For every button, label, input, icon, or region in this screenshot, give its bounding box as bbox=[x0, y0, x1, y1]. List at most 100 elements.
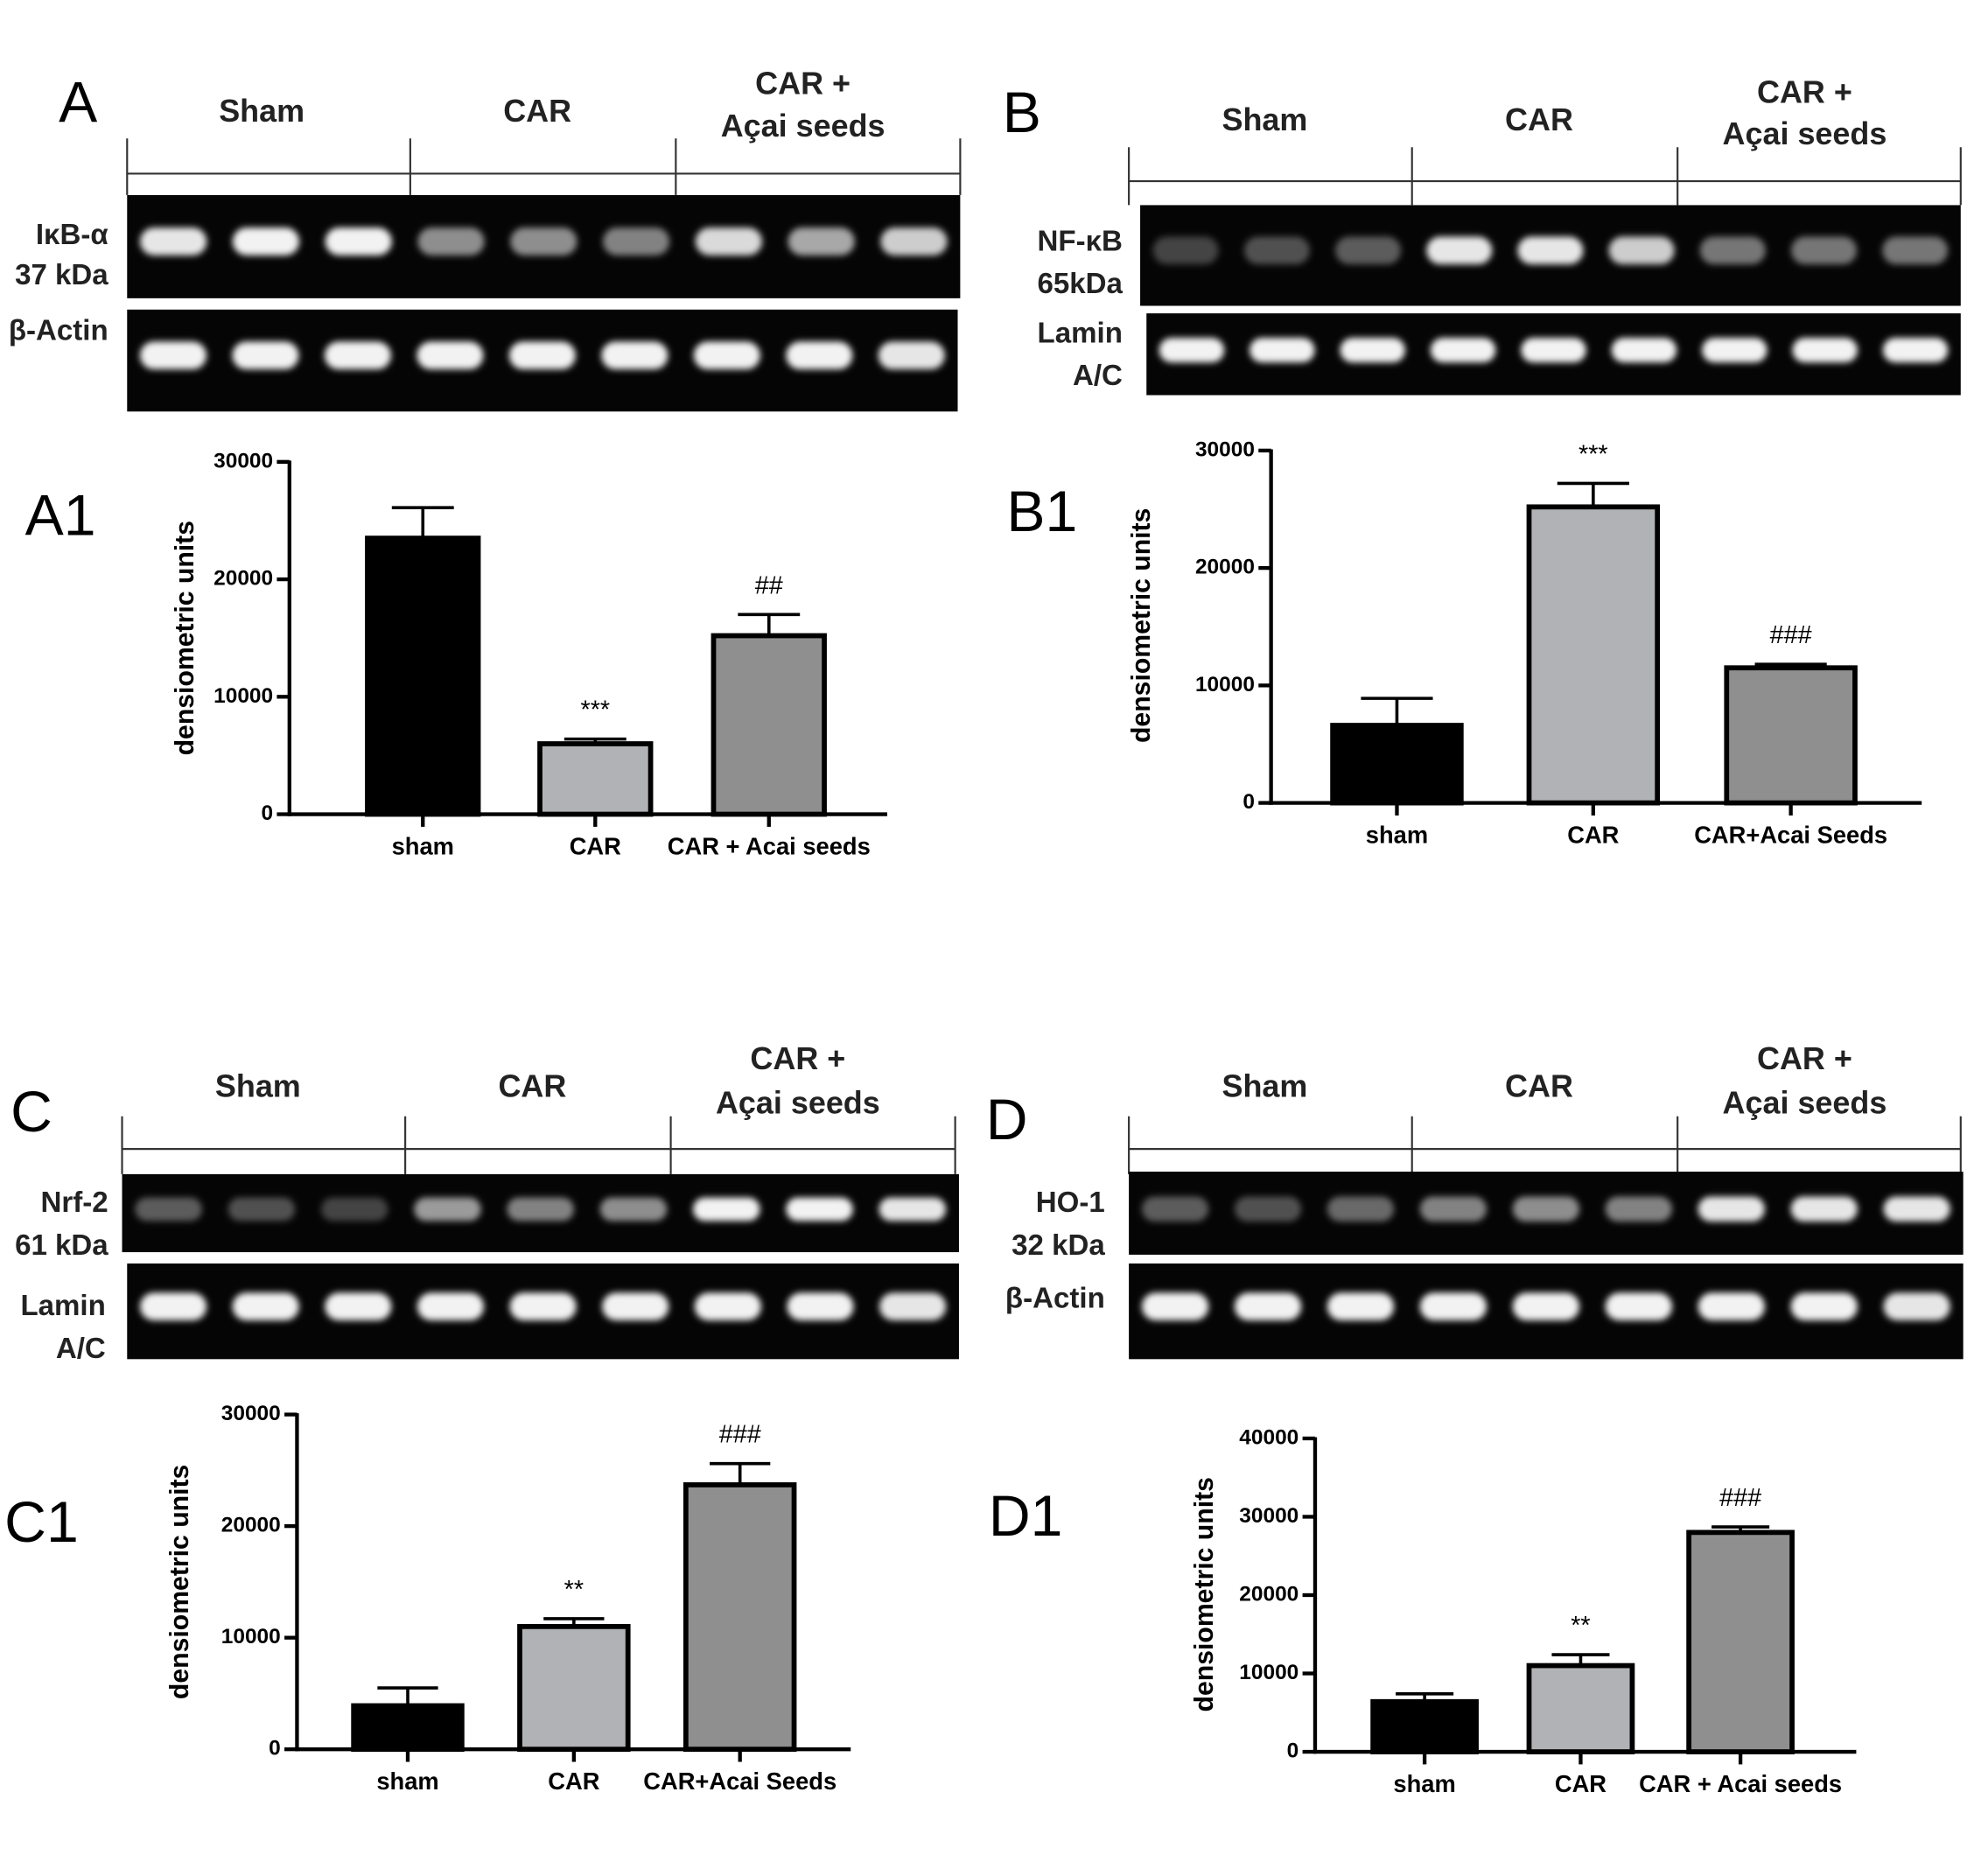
x-tick-label: CAR bbox=[570, 833, 621, 860]
band bbox=[786, 1197, 853, 1222]
band bbox=[693, 1197, 760, 1222]
band bbox=[1882, 338, 1949, 363]
band bbox=[603, 228, 670, 256]
band bbox=[135, 1197, 202, 1222]
x-tick-label: CAR + Acai seeds bbox=[1639, 1770, 1842, 1797]
blot-label: β-Actin bbox=[1005, 1282, 1105, 1314]
band bbox=[1790, 1196, 1858, 1222]
band bbox=[509, 1292, 577, 1321]
significance-label: ### bbox=[1770, 621, 1812, 649]
group-label: Sham bbox=[219, 93, 304, 129]
band bbox=[1152, 236, 1219, 265]
bar bbox=[365, 536, 481, 817]
band bbox=[416, 1292, 485, 1321]
blot-label: Lamin bbox=[1038, 317, 1123, 349]
y-tick-label: 0 bbox=[1287, 1739, 1299, 1762]
band bbox=[786, 341, 853, 370]
band bbox=[880, 228, 948, 256]
blot-label: NF-κB bbox=[1038, 225, 1123, 257]
group-label: Sham bbox=[1222, 1068, 1308, 1104]
y-tick-label: 10000 bbox=[214, 684, 273, 708]
band bbox=[1698, 1292, 1765, 1321]
band bbox=[694, 1292, 761, 1321]
group-label: CAR + bbox=[1757, 74, 1852, 109]
panel-letter: A bbox=[59, 71, 97, 136]
band bbox=[788, 228, 855, 256]
significance-label: *** bbox=[1578, 440, 1608, 468]
panel-letter: D bbox=[986, 1088, 1028, 1152]
band bbox=[416, 341, 484, 370]
y-tick-label: 0 bbox=[1242, 790, 1255, 814]
significance-label: ** bbox=[1571, 1612, 1590, 1640]
band bbox=[1243, 236, 1310, 265]
band bbox=[1792, 338, 1858, 363]
y-tick-label: 0 bbox=[262, 802, 274, 825]
band bbox=[1698, 1196, 1765, 1222]
band bbox=[1605, 1292, 1672, 1321]
x-tick-label: CAR+Acai Seeds bbox=[1694, 822, 1887, 849]
blot-label: β-Actin bbox=[9, 314, 108, 346]
significance-label: ### bbox=[1719, 1484, 1761, 1512]
y-tick-label: 30000 bbox=[214, 449, 273, 472]
group-label: CAR bbox=[1505, 102, 1573, 137]
band bbox=[1141, 1292, 1209, 1321]
band bbox=[1512, 1196, 1580, 1222]
band bbox=[1611, 338, 1677, 363]
y-tick-label: 10000 bbox=[221, 1625, 281, 1648]
blot-label: Nrf-2 bbox=[41, 1186, 108, 1219]
blot-label: 65kDa bbox=[1037, 268, 1123, 300]
y-axis-label: densiometric units bbox=[165, 1465, 194, 1699]
band bbox=[324, 341, 391, 370]
band bbox=[1512, 1292, 1580, 1321]
y-tick-label: 20000 bbox=[1195, 556, 1255, 579]
band bbox=[693, 341, 760, 370]
band bbox=[1234, 1292, 1302, 1321]
band bbox=[1883, 1292, 1950, 1321]
x-tick-label: sham bbox=[1366, 822, 1428, 849]
band bbox=[1326, 1196, 1395, 1222]
blot-label: A/C bbox=[56, 1333, 106, 1365]
group-label: Sham bbox=[1222, 102, 1308, 137]
band bbox=[1326, 1292, 1395, 1321]
significance-label: ### bbox=[719, 1421, 761, 1449]
blot-label: IκB-α bbox=[36, 219, 108, 251]
chart-label: B1 bbox=[1006, 480, 1077, 544]
band bbox=[1340, 338, 1405, 363]
significance-label: ** bbox=[564, 1576, 584, 1604]
group-label: CAR + bbox=[750, 1040, 845, 1076]
significance-label: ## bbox=[755, 571, 783, 599]
band bbox=[140, 228, 207, 256]
y-tick-label: 20000 bbox=[214, 567, 273, 591]
significance-label: *** bbox=[581, 696, 611, 724]
blot-label: A/C bbox=[1073, 360, 1123, 392]
bar bbox=[537, 741, 654, 817]
band bbox=[1250, 338, 1315, 363]
x-tick-label: CAR + Acai seeds bbox=[668, 833, 871, 860]
bar bbox=[1526, 1662, 1635, 1754]
band bbox=[1791, 236, 1858, 265]
band bbox=[1883, 1196, 1950, 1222]
bar bbox=[517, 1624, 631, 1753]
group-label: Açai seeds bbox=[716, 1084, 880, 1120]
band bbox=[1521, 338, 1586, 363]
band bbox=[232, 341, 299, 370]
x-tick-label: CAR bbox=[1555, 1770, 1606, 1797]
band bbox=[140, 341, 206, 370]
band bbox=[1699, 236, 1766, 265]
chart-label: A1 bbox=[25, 483, 96, 548]
band bbox=[1790, 1292, 1858, 1321]
bar bbox=[1686, 1530, 1795, 1754]
blot-label: 37 kDa bbox=[15, 259, 108, 291]
band bbox=[601, 341, 668, 370]
band bbox=[325, 1292, 392, 1321]
y-tick-label: 10000 bbox=[1195, 673, 1255, 696]
y-tick-label: 40000 bbox=[1239, 1425, 1298, 1449]
group-label: CAR bbox=[498, 1068, 566, 1104]
y-tick-label: 0 bbox=[269, 1737, 281, 1760]
bar bbox=[1526, 504, 1661, 806]
band bbox=[1882, 236, 1949, 265]
band bbox=[599, 1197, 668, 1222]
y-axis-label: densiometric units bbox=[1127, 508, 1156, 743]
x-tick-label: CAR bbox=[548, 1768, 599, 1795]
